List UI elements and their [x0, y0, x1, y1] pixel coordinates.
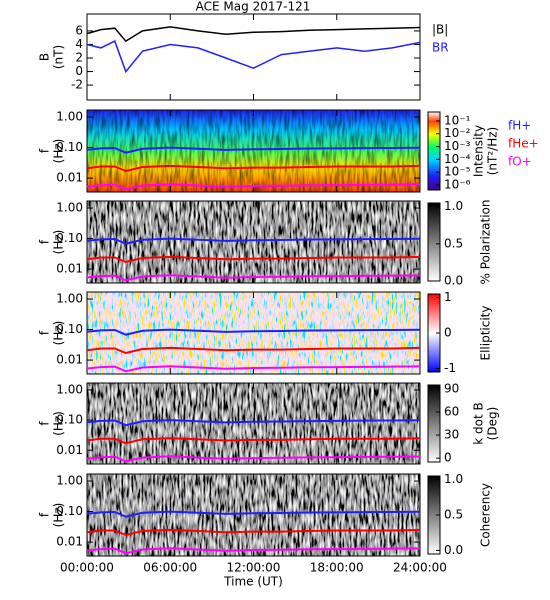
- y-tick-label: 0.10: [56, 231, 83, 245]
- y-axis-label: f: [38, 239, 52, 244]
- spectrogram: [87, 474, 420, 556]
- colorbar-label: (nT²/Hz): [486, 127, 500, 175]
- series-line: [86, 237, 421, 245]
- y-tick-label: 0.01: [56, 443, 83, 457]
- y-axis-label: B: [38, 53, 52, 61]
- series-line: [86, 510, 421, 518]
- x-tick-label: 12:00:00: [227, 561, 281, 575]
- y-tick-label: 0.01: [56, 535, 83, 549]
- legend-label: fO+: [508, 155, 532, 169]
- colorbar-label: Ellipticity: [479, 306, 493, 361]
- colorbar: [427, 202, 441, 282]
- y-tick-label: 1.00: [56, 110, 83, 124]
- y-tick-label: 1.00: [56, 474, 83, 488]
- colorbar-tick-label: 10⁻⁶: [444, 177, 471, 191]
- x-tick-label: 18:00:00: [310, 561, 364, 575]
- colorbar-label: (Deg): [486, 407, 500, 441]
- colorbar-tick-label: 1: [444, 290, 452, 304]
- colorbar-tick-label: 10⁻²: [444, 126, 471, 140]
- y-axis-label: (Hz): [52, 139, 66, 164]
- y-tick-label: 1.00: [56, 382, 83, 396]
- colorbar-label: % Polarization: [479, 200, 493, 285]
- y-tick-label: 0.01: [56, 262, 83, 276]
- legend-label: fH+: [508, 119, 531, 133]
- series-line: [86, 146, 421, 154]
- legend-label: |B|: [432, 23, 448, 37]
- legend-label: fHe+: [508, 137, 539, 151]
- y-axis-label: f: [38, 148, 52, 153]
- y-tick-label: 0.10: [56, 140, 83, 154]
- y-tick-label: 0.10: [56, 504, 83, 518]
- series-line: [86, 437, 421, 445]
- y-axis-label: f: [38, 421, 52, 426]
- y-tick-label: 1.00: [56, 201, 83, 215]
- colorbar-tick-label: 0.5: [444, 508, 463, 522]
- y-axis-label: f: [38, 330, 52, 335]
- x-tick-label: 06:00:00: [143, 561, 197, 575]
- spectrogram: [87, 383, 420, 464]
- series-line: [86, 26, 421, 43]
- colorbar-tick-label: 10⁻¹: [444, 113, 471, 127]
- colorbar-tick-label: 90: [444, 381, 459, 395]
- x-axis-label: Time (UT): [223, 575, 283, 589]
- colorbar-tick-label: -1: [444, 361, 456, 375]
- series-line: [86, 528, 421, 537]
- chart-title: ACE Mag 2017-121: [196, 0, 311, 14]
- colorbar-tick-label: 0.0: [444, 274, 463, 288]
- y-tick-label: 1.00: [56, 292, 83, 306]
- series-line: [86, 183, 421, 191]
- y-tick-label: -2: [71, 78, 83, 92]
- colorbar-tick-label: 60: [444, 404, 459, 418]
- x-tick-label: 00:00:00: [60, 561, 114, 575]
- colorbar-label: Intensity: [472, 125, 486, 177]
- colorbar-tick-label: 10⁻⁴: [444, 152, 471, 166]
- spectrogram: [87, 201, 420, 283]
- y-axis-label: (Hz): [52, 321, 66, 346]
- colorbar-tick-label: 30: [444, 428, 459, 442]
- y-axis-label: (Hz): [52, 411, 66, 436]
- series-line: [86, 547, 421, 555]
- colorbar-label: k dot B: [472, 402, 486, 444]
- spectrogram: [87, 292, 420, 374]
- y-axis-label: f: [38, 512, 52, 517]
- legend-label: BR: [432, 41, 449, 55]
- series-line: [86, 274, 421, 282]
- colorbar: [427, 111, 441, 191]
- y-tick-label: 0.10: [56, 413, 83, 427]
- series-line: [86, 255, 421, 264]
- colorbar-tick-label: 10⁻⁵: [444, 165, 471, 179]
- series-line: [86, 365, 421, 373]
- series-line: [86, 328, 421, 336]
- colorbar-tick-label: 0: [444, 326, 452, 340]
- colorbar-tick-label: 10⁻³: [444, 139, 471, 153]
- colorbar-label: Coherency: [479, 483, 493, 547]
- y-tick-label: 0.01: [56, 171, 83, 185]
- colorbar: [427, 384, 441, 463]
- colorbar-tick-label: 0.0: [444, 543, 463, 557]
- y-tick-label: 6: [75, 23, 83, 37]
- y-tick-label: 0: [75, 64, 83, 78]
- y-axis-label: (Hz): [52, 503, 66, 528]
- series-line: [86, 40, 421, 74]
- y-axis-label: (nT): [52, 45, 66, 69]
- colorbar-tick-label: 0.5: [444, 236, 463, 250]
- colorbar-tick-label: 1.0: [444, 472, 463, 486]
- series-line: [86, 164, 421, 173]
- colorbar-tick-label: 0: [444, 451, 452, 465]
- y-axis-label: (Hz): [52, 230, 66, 255]
- y-tick-label: 2: [75, 51, 83, 65]
- y-tick-label: 4: [75, 37, 83, 51]
- y-tick-label: 0.01: [56, 353, 83, 367]
- series-line: [86, 419, 421, 427]
- series-line: [86, 346, 421, 355]
- x-tick-label: 24:00:00: [393, 561, 447, 575]
- colorbar-tick-label: 1.0: [444, 199, 463, 213]
- spectrogram-noise: [87, 110, 420, 192]
- y-tick-label: 0.10: [56, 322, 83, 336]
- series-line: [86, 455, 421, 463]
